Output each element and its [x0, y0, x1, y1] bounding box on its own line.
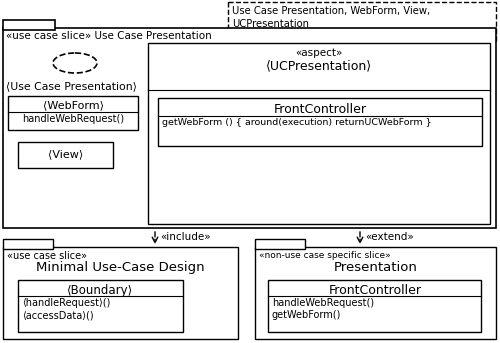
Bar	[18, 142, 113, 168]
Bar	[8, 96, 138, 130]
Text: getWebForm () { around(execution) returnUCWebForm }: getWebForm () { around(execution) return…	[162, 118, 431, 127]
Text: handleWebRequest(): handleWebRequest()	[22, 114, 124, 124]
Bar	[18, 280, 183, 332]
Bar	[148, 43, 490, 224]
Bar	[3, 20, 55, 30]
Text: «use case slice» Use Case Presentation: «use case slice» Use Case Presentation	[6, 31, 212, 41]
Text: ⟨View⟩: ⟨View⟩	[48, 149, 84, 159]
Bar	[3, 239, 53, 249]
Bar	[158, 98, 482, 146]
Text: «include»: «include»	[160, 232, 210, 242]
Text: «use case slice»: «use case slice»	[7, 251, 87, 261]
Text: «extend»: «extend»	[365, 232, 414, 242]
Text: FrontController: FrontController	[274, 103, 366, 116]
Text: ⟨UCPresentation⟩: ⟨UCPresentation⟩	[266, 59, 372, 72]
Bar	[228, 2, 496, 42]
Text: ⟨Use Case Presentation⟩: ⟨Use Case Presentation⟩	[6, 81, 137, 91]
Bar	[255, 247, 496, 339]
Text: handleWebRequest(): handleWebRequest()	[272, 298, 374, 308]
Text: FrontController: FrontController	[328, 284, 422, 297]
Text: ⟨accessData⟩(): ⟨accessData⟩()	[22, 310, 94, 320]
Ellipse shape	[53, 53, 97, 73]
Bar	[3, 28, 496, 228]
Text: ⟨handleRequest⟩(): ⟨handleRequest⟩()	[22, 298, 110, 308]
Text: «non-use case specific slice»: «non-use case specific slice»	[259, 251, 391, 260]
Text: Presentation: Presentation	[334, 261, 418, 274]
Text: ⟨WebForm⟩: ⟨WebForm⟩	[42, 100, 104, 110]
Text: Minimal Use-Case Design: Minimal Use-Case Design	[36, 261, 204, 274]
Bar	[255, 239, 305, 249]
Text: Use Case Presentation, WebForm, View,
UCPresentation: Use Case Presentation, WebForm, View, UC…	[232, 6, 430, 29]
Text: getWebForm(): getWebForm()	[272, 310, 342, 320]
Bar	[3, 247, 238, 339]
Text: «aspect»: «aspect»	[296, 48, 343, 58]
Text: ⟨Boundary⟩: ⟨Boundary⟩	[67, 284, 133, 297]
Bar	[268, 280, 481, 332]
